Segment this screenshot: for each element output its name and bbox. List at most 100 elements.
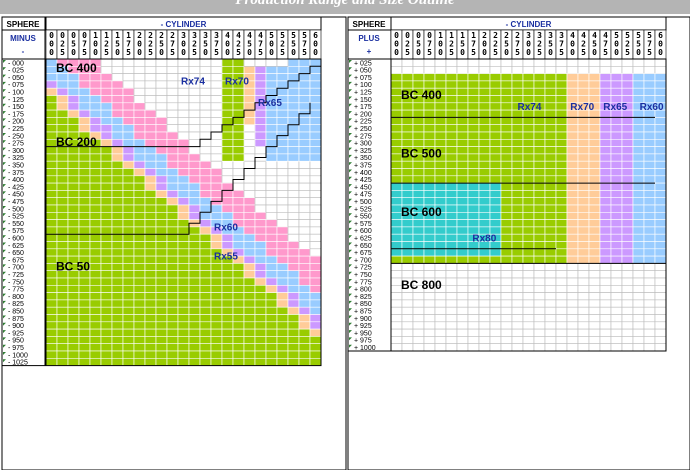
grid-cell [478, 343, 491, 352]
grid-cell [478, 284, 491, 293]
grid-cell [265, 109, 278, 118]
grid-cell [456, 58, 469, 67]
row-label-column [1, 58, 46, 367]
cylinder-header: - CYLINDER [506, 20, 552, 29]
grid-cell [177, 168, 190, 177]
sphere-row-label: - 600 [8, 236, 24, 243]
grid-cell [199, 87, 212, 96]
grid-cell [166, 357, 179, 366]
cylinder-digit: 2 [60, 40, 65, 49]
cylinder-digit: 3 [526, 31, 531, 40]
grid-cell [89, 80, 102, 89]
grid-cell [56, 204, 69, 213]
grid-cell [89, 270, 102, 279]
grid-cell [456, 328, 469, 337]
sphere-row-label: - 650 [8, 250, 24, 257]
grid-cell [401, 109, 414, 118]
grid-cell [89, 212, 102, 220]
grid-cell [232, 160, 245, 169]
grid-cell [588, 73, 601, 82]
grid-cell [188, 109, 201, 118]
grid-cell [489, 263, 502, 271]
grid-cell [199, 226, 212, 235]
grid-cell [632, 343, 645, 352]
grid-cell [533, 248, 546, 257]
grid-cell [423, 175, 436, 184]
grid-cell [254, 109, 267, 118]
cylinder-digit: 1 [460, 31, 465, 40]
grid-cell [423, 270, 436, 279]
grid-cell [577, 146, 590, 155]
grid-cell [467, 168, 480, 177]
grid-cell [445, 153, 458, 162]
grid-cell [467, 248, 480, 257]
grid-cell [489, 153, 502, 162]
cylinder-digit: 4 [570, 31, 575, 40]
grid-cell [111, 160, 124, 169]
grid-cell [401, 58, 414, 67]
grid-cell [188, 328, 201, 337]
grid-cell [67, 117, 80, 126]
grid-cell [298, 58, 311, 67]
grid-cell [577, 153, 590, 162]
grid-cell [445, 66, 458, 74]
grid-cell [243, 226, 256, 235]
grid-cell [78, 306, 91, 315]
panel-border [347, 16, 690, 470]
grid-cell [67, 175, 80, 184]
grid-cell [588, 160, 601, 169]
grid-cell [643, 153, 656, 162]
grid-cell [390, 343, 403, 352]
grid-cell [232, 109, 245, 118]
grid-cell [243, 204, 256, 213]
grid-cell [287, 219, 300, 228]
sphere-row-label: - 025 [8, 68, 24, 75]
grid-cell [401, 139, 414, 147]
grid-cell [599, 241, 612, 250]
grid-cell [309, 87, 322, 96]
grid-cell [254, 241, 267, 250]
grid-cell [122, 58, 135, 67]
grid-cell [522, 233, 535, 242]
grid-cell [100, 190, 113, 198]
grid-cell [56, 357, 69, 366]
cylinder-digit: 5 [126, 48, 131, 57]
grid-cell [78, 212, 91, 220]
grid-cell [276, 299, 289, 308]
grid-cell [390, 219, 403, 228]
grid-cell [390, 321, 403, 330]
grid-cell [309, 58, 322, 67]
grid-cell [632, 212, 645, 220]
grid-cell [56, 212, 69, 220]
grid-cell [511, 277, 524, 286]
cylinder-digit: 5 [203, 40, 208, 49]
grid-cell [566, 204, 579, 213]
grid-cell [599, 255, 612, 264]
cylinder-digit: 1 [104, 31, 109, 40]
grid-cell [56, 321, 69, 330]
grid-cell [254, 306, 267, 315]
grid-cell [221, 292, 234, 301]
grid-cell [401, 270, 414, 279]
grid-cell [467, 139, 480, 147]
grid-cell [276, 241, 289, 250]
grid-cell [412, 328, 425, 337]
grid-cell [89, 292, 102, 301]
grid-cell [122, 73, 135, 82]
grid-cell [221, 263, 234, 271]
grid-cell [265, 321, 278, 330]
grid-cell [390, 190, 403, 198]
grid-cell [610, 146, 623, 155]
grid-cell [456, 95, 469, 104]
grid-cell [544, 197, 557, 206]
cylinder-digit: 1 [449, 31, 454, 40]
cylinder-digit: 5 [302, 31, 307, 40]
row-marker [349, 249, 352, 253]
grid-cell [177, 190, 190, 198]
grid-cell [566, 241, 579, 250]
grid-cell [445, 226, 458, 235]
sphere-sign-symbol: + [367, 47, 372, 56]
grid-cell [254, 58, 267, 67]
grid-cell [232, 197, 245, 206]
grid-cell [122, 357, 135, 366]
